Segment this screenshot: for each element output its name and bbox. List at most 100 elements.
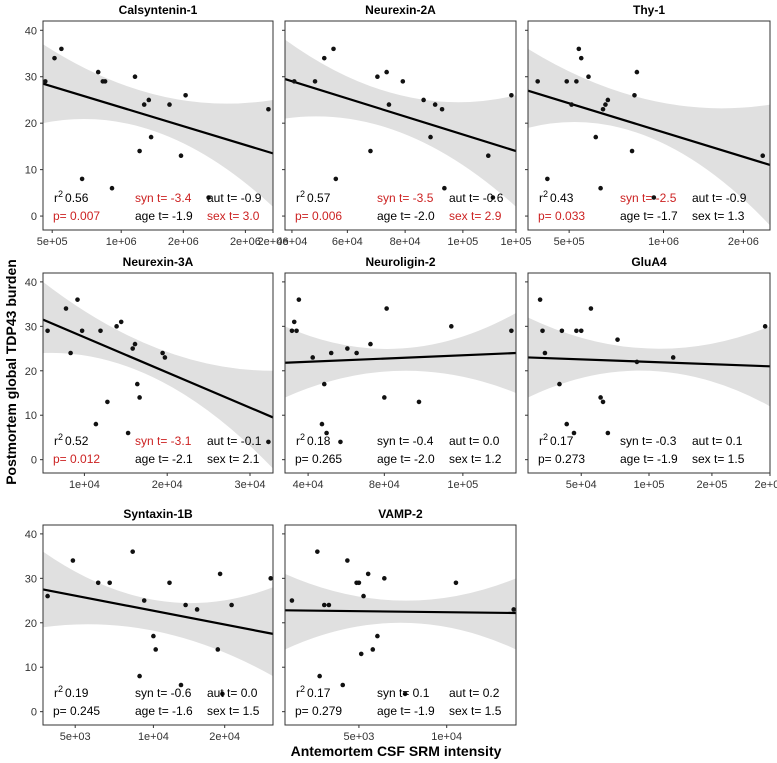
stat-r2-value: 0.17 [550, 434, 574, 448]
stat-r2-value: 0.18 [307, 434, 331, 448]
stat-aut: aut t= -0.9 [207, 191, 262, 205]
x-tick-label: 2e+06 [230, 236, 261, 248]
x-tick-label: 2e+06 [258, 236, 289, 248]
stat-r2: r2 0.17 [539, 432, 574, 448]
data-point [95, 580, 101, 586]
data-point [615, 337, 620, 342]
stat-r2-value: 0.57 [307, 191, 331, 205]
x-tick-label: 1e+04 [431, 731, 462, 743]
stat-r2-value: 0.17 [307, 686, 331, 700]
data-point [229, 602, 234, 608]
stat-age: age t= -1.6 [135, 704, 193, 718]
data-point [79, 176, 85, 182]
panel-frame [42, 272, 274, 474]
stat-r2-value: 0.43 [550, 191, 574, 205]
data-point [45, 328, 50, 334]
data-point [135, 381, 140, 387]
data-point [574, 79, 579, 84]
x-tick-label: 1e+05 [447, 479, 478, 491]
data-point [63, 306, 69, 311]
data-point [762, 324, 768, 329]
y-tick-label: 0 [31, 707, 37, 719]
x-tick-label: 1e+04 [69, 479, 100, 491]
data-point [453, 580, 459, 586]
data-point [45, 593, 50, 599]
data-point [593, 134, 599, 140]
data-point [432, 102, 438, 107]
data-point [137, 148, 142, 154]
x-tick-label: 2e+06 [728, 236, 759, 248]
stat-r2-symbol: r [296, 686, 300, 700]
data-point [428, 134, 433, 140]
x-tick-label: 4e+04 [276, 236, 307, 248]
stat-sex: sex t= 1.5 [207, 704, 260, 718]
data-point [43, 79, 48, 84]
x-tick-label: 1e+05 [501, 236, 532, 248]
stat-aut: aut t= -0.6 [449, 191, 504, 205]
stat-r2-symbol: r [54, 434, 58, 448]
regression-line [527, 356, 771, 368]
stat-aut: aut t= 0.0 [449, 434, 500, 448]
data-point [75, 297, 80, 302]
stat-p: p= 0.012 [53, 452, 100, 466]
data-point [178, 153, 184, 158]
x-tick-label: 1e+05 [634, 479, 665, 491]
data-point [542, 350, 548, 356]
data-point [449, 324, 454, 329]
panel-title: Syntaxin-1B [123, 507, 193, 521]
y-tick-label: 10 [25, 662, 37, 674]
data-point [600, 106, 606, 112]
data-point [557, 381, 562, 387]
data-point [375, 633, 380, 639]
data-point [317, 673, 322, 679]
stat-r2-symbol: r [539, 434, 543, 448]
stat-age: age t= -1.9 [135, 209, 193, 223]
x-tick-label: 2e+06 [168, 236, 199, 248]
data-point [79, 328, 85, 334]
stat-r2-value: 0.19 [65, 686, 89, 700]
data-point [141, 102, 147, 107]
data-point [576, 46, 582, 52]
stat-p: p= 0.007 [53, 209, 100, 223]
data-point [670, 355, 676, 360]
data-point [95, 69, 101, 75]
y-tick-label: 40 [25, 25, 37, 37]
data-point [603, 102, 608, 107]
x-tick-label: 8e+04 [390, 236, 421, 248]
data-point [569, 102, 574, 107]
x-tick-label: 3e+04 [235, 479, 266, 491]
stat-r2: r2 0.18 [296, 432, 331, 448]
data-point [328, 350, 334, 356]
stat-r2: r2 0.52 [54, 432, 89, 448]
x-tick-label: 2e+05 [696, 479, 727, 491]
data-point [52, 55, 57, 61]
x-tick-label: 5e+05 [37, 236, 68, 248]
stat-aut: aut t= 0.2 [449, 686, 500, 700]
stat-r2: r2 0.57 [296, 189, 331, 205]
stat-r2-sup: 2 [300, 432, 305, 442]
data-point [384, 306, 389, 311]
stat-r2: r2 0.56 [54, 189, 89, 205]
data-point [220, 691, 225, 697]
panel-2: Neurexin-2A 4e+04 6e+04 8e+04 1e+05 1e+05 r2 0.… [276, 3, 531, 248]
data-point [540, 328, 545, 334]
panel-title: Calsyntenin-1 [119, 3, 198, 17]
data-point [382, 576, 387, 581]
data-point [442, 185, 447, 191]
data-point [153, 647, 158, 652]
data-point [321, 381, 327, 387]
data-point [289, 598, 295, 603]
data-point [70, 558, 76, 563]
data-point [217, 571, 223, 577]
y-tick-label: 20 [25, 366, 37, 378]
data-point [564, 79, 570, 84]
data-point [651, 195, 657, 200]
data-point [151, 633, 156, 639]
stat-r2: r2 0.17 [296, 684, 331, 700]
data-point [315, 549, 320, 554]
data-point [296, 297, 302, 302]
data-point [356, 580, 362, 586]
stat-syn: syn t= -0.6 [135, 686, 192, 700]
stat-p: p= 0.006 [295, 209, 342, 223]
confidence-band [285, 313, 516, 398]
